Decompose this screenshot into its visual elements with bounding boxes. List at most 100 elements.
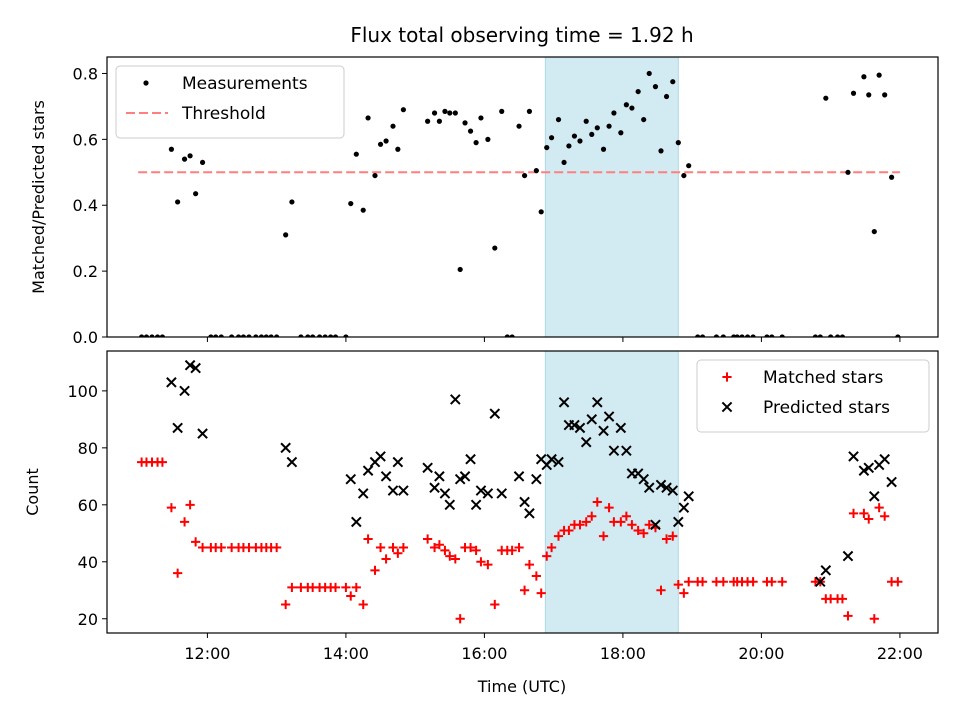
measurements-point-90 [695,334,701,337]
measurements-point-115 [889,174,895,180]
measurements-point-87 [675,140,681,146]
top-axes-frame [106,56,939,338]
predicted-point-1 [172,422,183,434]
measurements-point-76 [611,110,617,116]
measurements-point-74 [600,146,607,152]
predicted-point-60 [673,516,684,528]
chart-title: Flux total observing time = 1.92 h [350,23,693,47]
measurements-point-35 [360,207,366,213]
matched-point-86 [668,531,678,541]
matched-point-87 [673,579,683,590]
measurements-point-30 [328,334,334,337]
measurements-point-17 [246,334,252,337]
predicted-point-2 [179,385,190,397]
legend-predicted-label: Predicted stars [763,398,890,418]
measurements-point-82 [646,70,652,77]
predicted-point-13 [375,451,386,462]
measurements-point-37 [372,172,378,179]
measurements-point-32 [343,334,349,337]
top-panel: 0.0 0.2 0.4 0.6 0.8 Matched/Predicted stars Me… [29,56,939,347]
measurements-point-20 [263,334,269,337]
bottom-y-tick-label-4: 100 [67,382,98,401]
predicted-point-71 [879,453,890,465]
measurements-point-53 [478,115,484,121]
predicted-point-15 [387,485,399,496]
predicted-point-64 [820,565,832,576]
bottom-y-axis-label: Count [23,468,42,516]
top-y-tick-label-4: 0.8 [73,64,98,83]
predicted-point-48 [603,411,615,422]
matched-point-110 [859,508,869,518]
measurements-point-29 [322,334,328,337]
matched-point-54 [483,560,493,570]
predicted-point-40 [558,396,570,408]
measurements-point-64 [544,144,550,151]
measurements-point-55 [492,245,498,251]
measurements-point-111 [866,92,872,98]
measurements-point-84 [658,148,664,154]
predicted-point-43 [574,422,586,434]
matched-point-65 [546,542,557,553]
matched-point-48 [450,554,460,564]
measurements-point-66 [555,116,562,123]
measurements-point-8 [187,153,193,159]
measurements-point-75 [606,123,612,129]
matched-point-59 [514,542,524,553]
measurements-point-31 [332,334,339,337]
matched-point-109 [848,508,859,518]
measurements-point-113 [876,72,882,78]
measurements-point-40 [390,123,396,129]
top-data-layer [138,70,901,337]
predicted-point-38 [546,453,557,465]
predicted-point-30 [489,408,501,419]
measurements-point-98 [750,334,756,337]
predicted-point-19 [429,482,440,494]
legend-threshold-label: Threshold [181,104,266,124]
predicted-point-14 [380,471,392,482]
predicted-point-21 [439,488,451,499]
matched-point-73 [592,497,602,507]
series-measurements [139,70,901,337]
matched-point-80 [633,525,643,536]
top-shaded-interval [544,56,679,338]
measurements-point-93 [720,334,726,337]
measurements-point-69 [571,133,578,139]
measurements-point-44 [431,110,438,116]
matched-point-70 [575,520,585,530]
measurements-point-108 [845,169,851,175]
measurements-point-7 [181,156,188,162]
measurements-point-101 [779,334,785,337]
matched-point-6 [173,568,183,578]
top-y-axis-label: Matched/Predicted stars [29,100,48,294]
matched-point-38 [375,542,386,553]
measurements-point-63 [538,209,544,215]
matched-point-66 [553,531,564,541]
measurements-point-38 [377,141,384,147]
matched-point-112 [869,614,879,624]
measurements-point-49 [457,266,463,273]
predicted-point-29 [482,488,494,499]
measurements-point-105 [828,334,834,337]
matched-point-8 [185,500,195,510]
predicted-point-55 [643,482,655,494]
predicted-point-25 [459,471,471,482]
predicted-point-17 [398,485,409,496]
measurements-point-22 [274,334,280,337]
measurements-point-36 [365,115,371,121]
matched-point-33 [346,591,356,601]
legend-predicted-swatch [721,401,733,413]
predicted-point-59 [667,485,679,496]
bottom-y-tick-label-3: 80 [78,439,98,458]
matched-point-98 [748,577,758,587]
matched-point-10 [197,542,208,553]
measurements-point-12 [213,334,219,337]
measurements-point-18 [253,334,259,337]
measurements-point-24 [289,199,295,205]
matched-point-52 [471,545,481,555]
predicted-point-46 [591,396,603,408]
bottom-data-layer [137,359,903,624]
x-tick-label-3: 18:00 [600,644,646,663]
predicted-point-50 [615,422,627,434]
measurements-point-54 [485,136,491,142]
measurements-point-39 [383,138,389,144]
